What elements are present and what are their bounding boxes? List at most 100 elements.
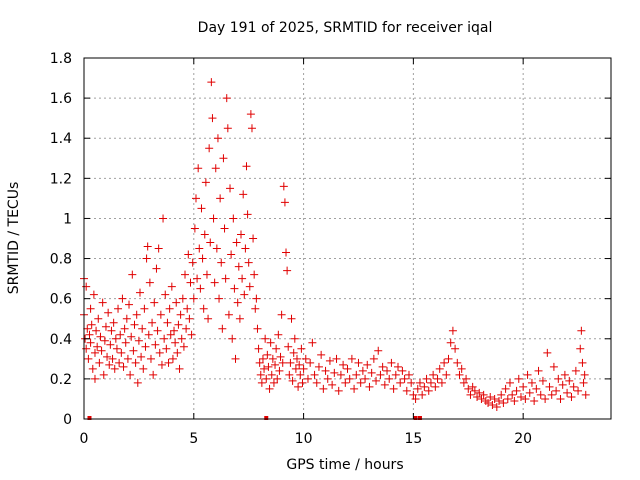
- data-point: [431, 382, 440, 391]
- data-point: [271, 360, 280, 369]
- data-point: [267, 370, 276, 379]
- y-tick-label: 0.6: [50, 292, 72, 308]
- data-point: [279, 182, 288, 191]
- data-point: [400, 374, 409, 383]
- data-point: [189, 294, 198, 303]
- data-point: [429, 370, 438, 379]
- data-point: [470, 386, 479, 395]
- data-point: [464, 384, 473, 393]
- data-point: [323, 374, 332, 383]
- data-point: [197, 204, 206, 213]
- data-point: [289, 348, 298, 357]
- data-point: [237, 230, 246, 239]
- data-point: [578, 358, 587, 367]
- data-point: [114, 304, 123, 313]
- data-point: [310, 370, 319, 379]
- data-point: [254, 344, 263, 353]
- data-point: [446, 338, 455, 347]
- data-point: [89, 290, 98, 299]
- data-point: [88, 364, 97, 373]
- data-point: [383, 366, 392, 375]
- data-point: [239, 190, 248, 199]
- data-point: [141, 342, 150, 351]
- data-point: [466, 390, 475, 399]
- data-point: [168, 354, 177, 363]
- data-point: [251, 304, 260, 313]
- y-axis-ticks: 0 0.2 0.4 0.6 0.8 1 1.2 1.4 1.6 1.8: [50, 51, 611, 428]
- data-point: [372, 376, 381, 385]
- data-point: [120, 324, 129, 333]
- data-point: [117, 348, 126, 357]
- y-tick-label: 1.8: [50, 51, 72, 67]
- data-point: [426, 378, 435, 387]
- data-point: [552, 386, 561, 395]
- y-tick-label: 1.6: [50, 91, 72, 107]
- data-point: [532, 384, 541, 393]
- data-point: [179, 342, 188, 351]
- data-point: [435, 364, 444, 373]
- data-point: [580, 370, 589, 379]
- data-point: [508, 390, 517, 399]
- data-point: [347, 354, 356, 363]
- data-point: [194, 164, 203, 173]
- data-point: [187, 330, 196, 339]
- data-point: [292, 354, 301, 363]
- data-point: [246, 110, 255, 119]
- data-point: [317, 350, 326, 359]
- data-point: [252, 294, 261, 303]
- y-tick-label: 0.8: [50, 252, 72, 268]
- data-point: [411, 394, 420, 403]
- data-point: [341, 378, 350, 387]
- x-tick-label: 20: [514, 431, 532, 447]
- data-point: [264, 362, 273, 371]
- data-point: [350, 384, 359, 393]
- data-point: [238, 274, 247, 283]
- data-point: [369, 354, 378, 363]
- data-point: [541, 394, 550, 403]
- data-point: [219, 154, 228, 163]
- data-point: [247, 124, 256, 133]
- x-tick-label: 0: [80, 431, 89, 447]
- chart-title: Day 191 of 2025, SRMTID for receiver iqa…: [198, 20, 493, 36]
- data-point: [109, 318, 118, 327]
- data-point: [159, 214, 168, 223]
- data-point: [188, 258, 197, 267]
- data-point: [119, 362, 128, 371]
- data-point: [352, 370, 361, 379]
- data-point: [556, 394, 565, 403]
- data-point: [229, 214, 238, 223]
- data-point: [424, 386, 433, 395]
- data-point: [579, 378, 588, 387]
- data-point: [87, 320, 96, 329]
- data-point: [455, 370, 464, 379]
- data-point: [334, 386, 343, 395]
- data-point: [221, 274, 230, 283]
- data-point: [92, 326, 101, 335]
- y-axis-label: SRMTID / TECUs: [6, 182, 22, 295]
- data-point: [240, 290, 249, 299]
- data-point: [205, 144, 214, 153]
- data-point: [190, 224, 199, 233]
- baseline-mark: [413, 416, 418, 420]
- y-tick-label: 0.4: [50, 332, 72, 348]
- data-point: [175, 364, 184, 373]
- data-point: [154, 244, 163, 253]
- data-point: [269, 378, 278, 387]
- data-point: [193, 274, 202, 283]
- data-point: [332, 354, 341, 363]
- data-point: [497, 390, 506, 399]
- data-point: [111, 334, 120, 343]
- data-point: [554, 374, 563, 383]
- data-point: [525, 388, 534, 397]
- data-point: [306, 358, 315, 367]
- data-point: [132, 310, 141, 319]
- data-point: [118, 294, 127, 303]
- data-point: [217, 258, 226, 267]
- data-point: [152, 264, 161, 273]
- data-point: [116, 330, 125, 339]
- data-point: [415, 378, 424, 387]
- data-point: [510, 396, 519, 405]
- data-point: [176, 310, 185, 319]
